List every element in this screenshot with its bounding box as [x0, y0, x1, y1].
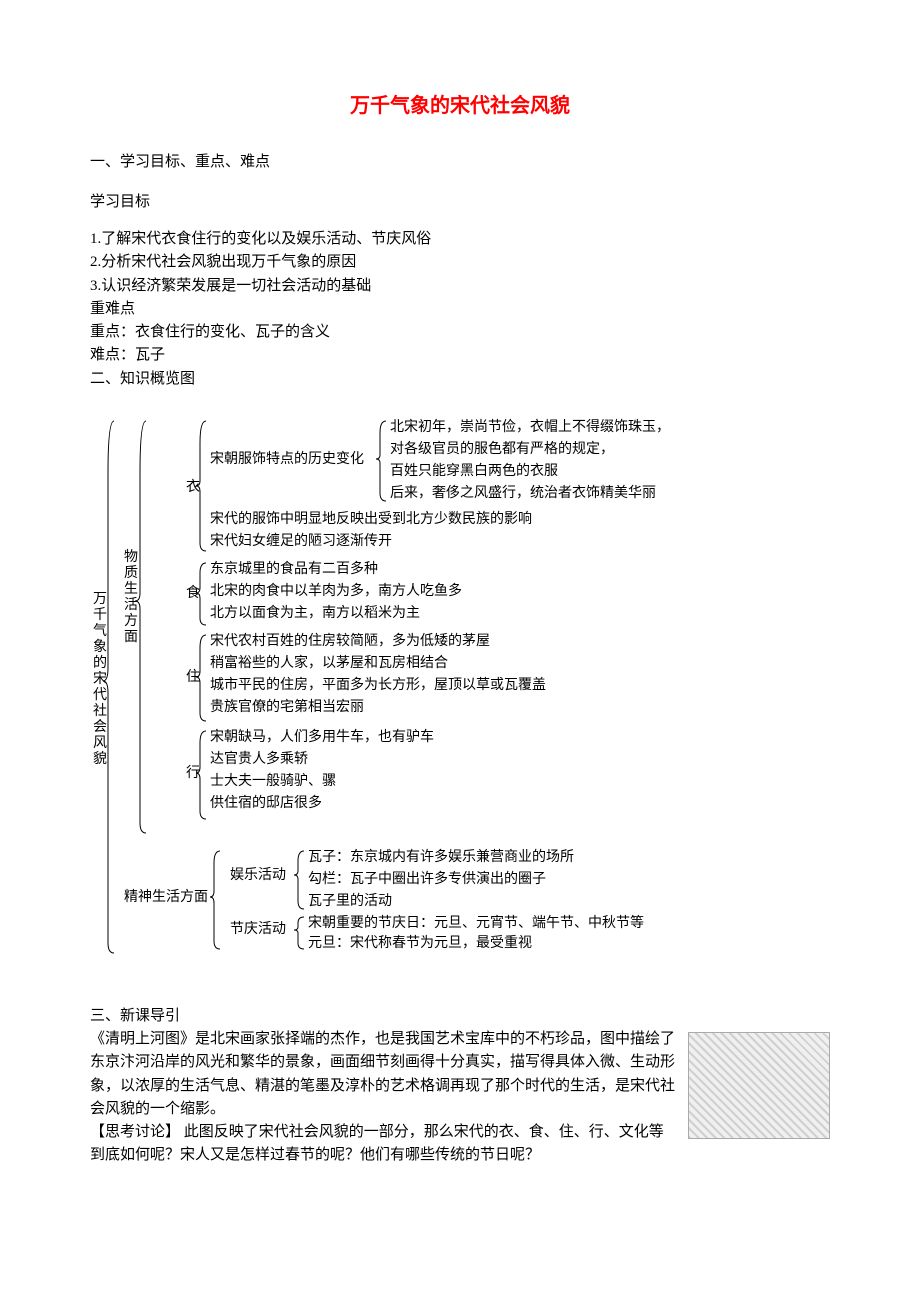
qingming-image — [688, 1032, 830, 1139]
spirit-label: 精神生活方面 — [124, 889, 208, 905]
keypoint-2: 难点：瓦子 — [90, 344, 830, 367]
section1-sub1: 学习目标 — [90, 190, 830, 214]
section1-header: 一、学习目标、重点、难点 — [90, 150, 830, 174]
page-title: 万千气象的宋代社会风貌 — [90, 90, 830, 122]
section3-header: 三、新课导引 — [90, 1005, 830, 1028]
section2-header: 二、知识概览图 — [90, 368, 830, 391]
clothing-extra1: 宋代的服饰中明显地反映出受到北方少数民族的影响 — [210, 511, 532, 527]
travel-2: 达官贵人多乘轿 — [210, 750, 308, 767]
food-1: 东京城里的食品有二百多种 — [210, 560, 378, 577]
clothing-extra2: 宋代妇女缠足的陋习逐渐传开 — [210, 532, 392, 549]
section1-sub2: 重难点 — [90, 298, 830, 321]
keypoint-1: 重点：衣食住行的变化、瓦子的含义 — [90, 321, 830, 344]
bracket-fest — [294, 917, 304, 949]
ent-label: 娱乐活动 — [230, 867, 286, 883]
bracket-clothing — [196, 421, 206, 551]
bracket-spirit — [210, 851, 220, 949]
ent-2: 勾栏：瓦子中圈出许多专供演出的圈子 — [308, 870, 546, 887]
bracket-root — [103, 421, 114, 953]
clothing-hist-1: 北宋初年，崇尚节俭，衣帽上不得缀饰珠玉， — [390, 418, 670, 435]
root-label: 万千气象的宋代社会风貌 — [93, 592, 107, 767]
bracket-clothing-hist — [376, 421, 386, 501]
ent-3: 瓦子里的活动 — [308, 893, 392, 909]
house-4: 贵族官僚的宅第相当宏丽 — [210, 698, 364, 715]
fest-label: 节庆活动 — [230, 921, 286, 937]
ent-1: 瓦子：东京城内有许多娱乐兼营商业的场所 — [308, 848, 574, 865]
tree-svg: 万千气象的宋代社会风貌 物质生活方面 衣 宋朝服饰特点的历史变化 北宋初年，崇尚… — [90, 413, 830, 983]
house-1: 宋代农村百姓的住房较简陋，多为低矮的茅屋 — [210, 632, 490, 649]
goal-1: 1.了解宋代衣食住行的变化以及娱乐活动、节庆风俗 — [90, 228, 830, 251]
fest-2: 元旦：宋代称春节为元旦，最受重视 — [308, 935, 532, 951]
knowledge-tree-diagram: 万千气象的宋代社会风貌 物质生活方面 衣 宋朝服饰特点的历史变化 北宋初年，崇尚… — [90, 413, 830, 983]
title-text: 万千气象的宋代社会风貌 — [350, 95, 570, 117]
goal-3: 3.认识经济繁荣发展是一切社会活动的基础 — [90, 275, 830, 298]
food-3: 北方以面食为主，南方以稻米为主 — [210, 604, 420, 621]
house-3: 城市平民的住房，平面多为长方形，屋顶以草或瓦覆盖 — [210, 676, 546, 693]
material-label: 物质生活方面 — [124, 549, 138, 645]
house-2: 稍富裕些的人家，以茅屋和瓦房相结合 — [210, 654, 448, 671]
clothing-hist-4: 后来，奢侈之风盛行，统治者衣饰精美华丽 — [390, 485, 656, 501]
travel-1: 宋朝缺马，人们多用牛车，也有驴车 — [210, 728, 434, 745]
goal-2: 2.分析宋代社会风貌出现万千气象的原因 — [90, 251, 830, 274]
bracket-ent — [294, 851, 304, 909]
food-2: 北宋的肉食中以羊肉为多，南方人吃鱼多 — [210, 582, 462, 599]
clothing-hist-label: 宋朝服饰特点的历史变化 — [210, 451, 364, 467]
travel-4: 供住宿的邸店很多 — [210, 794, 322, 811]
fest-1: 宋朝重要的节庆日：元旦、元宵节、端午节、中秋节等 — [308, 914, 644, 931]
travel-3: 士大夫一般骑驴、骡 — [210, 773, 336, 789]
clothing-hist-3: 百姓只能穿黑白两色的衣服 — [390, 462, 558, 479]
clothing-label: 衣 — [186, 479, 200, 495]
section3-block: 三、新课导引 《清明上河图》是北宋画家张择端的杰作，也是我国艺术宝库中的不朽珍品… — [90, 1005, 830, 1168]
clothing-hist-2: 对各级官员的服色都有严格的规定， — [390, 440, 614, 457]
